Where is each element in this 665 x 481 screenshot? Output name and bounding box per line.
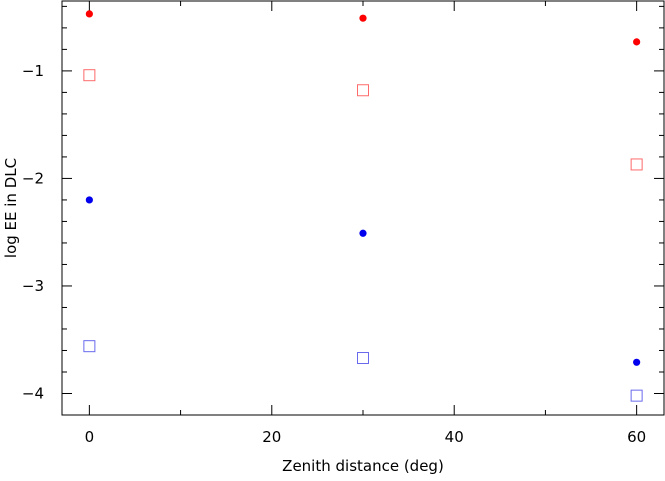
data-point-circle bbox=[85, 196, 93, 204]
data-point-square bbox=[630, 158, 643, 171]
data-point-circle bbox=[359, 14, 367, 22]
data-point-square bbox=[630, 389, 643, 402]
data-point-circle bbox=[633, 38, 641, 46]
data-point-square bbox=[357, 352, 369, 365]
axis-ticks bbox=[62, 1, 664, 416]
data-point-circle bbox=[85, 10, 93, 18]
y-axis-label: log EE in DLC bbox=[2, 158, 20, 258]
plot-frame bbox=[61, 0, 665, 416]
y-tick-label: −3 bbox=[22, 277, 44, 295]
x-tick-label: 0 bbox=[85, 428, 95, 446]
y-tick-label: −4 bbox=[22, 384, 44, 402]
x-tick-label: 60 bbox=[627, 428, 646, 446]
x-tick-label: 40 bbox=[445, 428, 464, 446]
data-point-circle bbox=[359, 229, 367, 237]
data-point-square bbox=[357, 84, 369, 97]
data-points bbox=[83, 10, 643, 402]
y-tick-label: −2 bbox=[22, 169, 44, 187]
data-point-square bbox=[83, 69, 96, 82]
y-tick-label: −1 bbox=[22, 62, 44, 80]
x-tick-label: 20 bbox=[262, 428, 281, 446]
data-point-circle bbox=[633, 358, 641, 366]
x-axis-label: Zenith distance (deg) bbox=[282, 457, 444, 475]
data-point-square bbox=[83, 340, 96, 353]
tick-labels: 0 20 40 60 −1 −2 −3 −4 bbox=[22, 62, 646, 446]
